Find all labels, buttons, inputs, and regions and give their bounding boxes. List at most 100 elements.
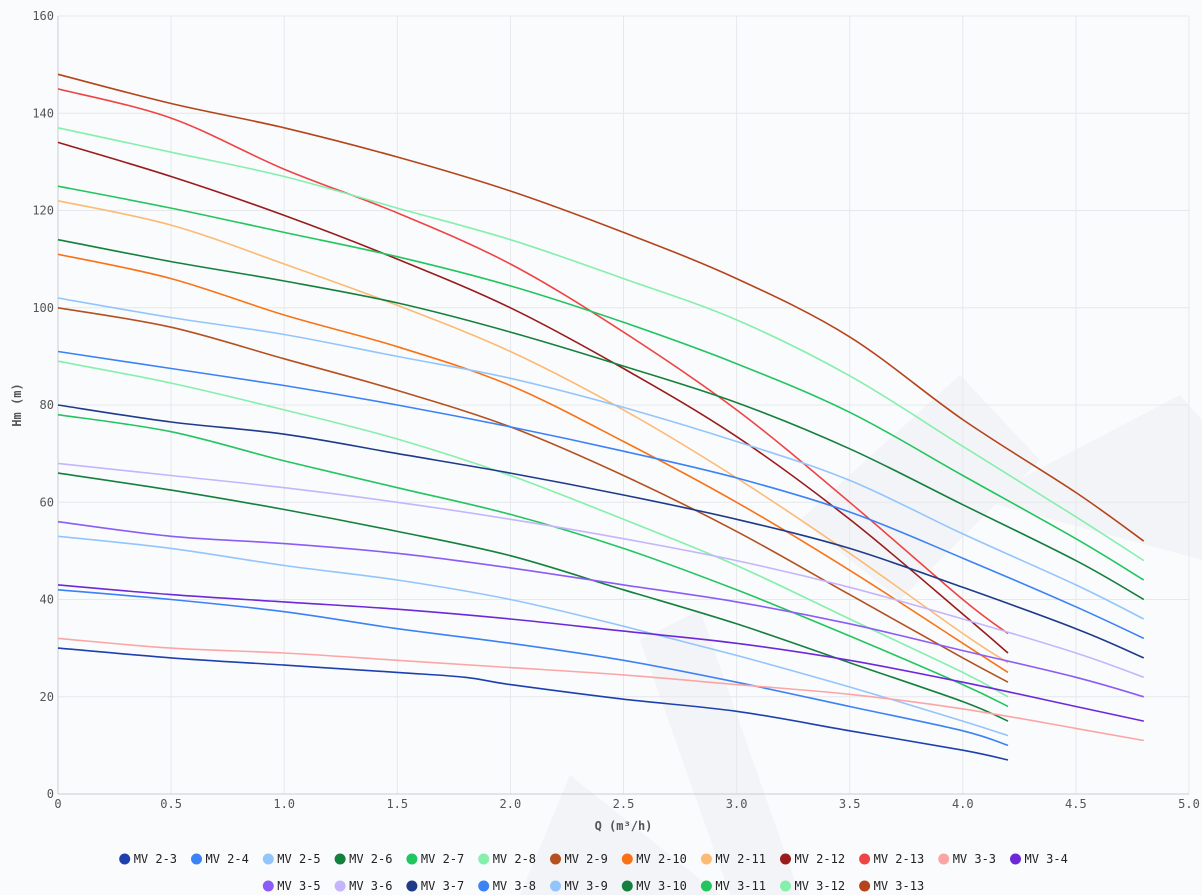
series-line-mv-2-10 bbox=[57, 253, 1009, 674]
y-tick-label: 160 bbox=[32, 9, 54, 23]
series-line-mv-3-9 bbox=[57, 297, 1145, 620]
x-axis-title: Q (m³/h) bbox=[595, 819, 653, 833]
legend-swatch bbox=[334, 880, 346, 892]
legend-label: MV 3-5 bbox=[277, 879, 320, 893]
legend-label: MV 2-6 bbox=[349, 852, 392, 866]
legend-item-mv-3-3[interactable]: MV 3-3 bbox=[938, 852, 996, 866]
legend-item-mv-2-12[interactable]: MV 2-12 bbox=[780, 852, 845, 866]
series-line-mv-3-5 bbox=[57, 520, 1145, 698]
chart-legend: MV 2-3 MV 2-4 MV 2-5 MV 2-6 MV 2-7 MV 2-8 MV 2… bbox=[119, 852, 1068, 893]
legend-item-mv-2-11[interactable]: MV 2-11 bbox=[700, 852, 766, 866]
legend-label: MV 3-10 bbox=[636, 879, 687, 893]
legend-swatch bbox=[262, 880, 274, 892]
series-line-mv-3-6 bbox=[57, 462, 1145, 679]
legend-label: MV 3-9 bbox=[565, 879, 608, 893]
legend-item-mv-3-6[interactable]: MV 3-6 bbox=[334, 879, 393, 893]
legend-swatch bbox=[938, 853, 950, 865]
y-tick-label: 140 bbox=[32, 106, 54, 120]
legend-swatch bbox=[780, 853, 791, 865]
legend-item-mv-2-8[interactable]: MV 2-8 bbox=[478, 852, 536, 866]
series-line-mv-3-8 bbox=[57, 350, 1145, 640]
x-tick-label: 3.5 bbox=[839, 797, 861, 811]
x-tick-label: 2.5 bbox=[613, 797, 635, 811]
legend-item-mv-3-12[interactable]: MV 3-12 bbox=[780, 879, 845, 893]
legend-swatch bbox=[478, 880, 490, 892]
series-line-mv-2-12 bbox=[57, 141, 1009, 654]
series-line-mv-2-8 bbox=[57, 360, 1009, 698]
legend-swatch bbox=[780, 880, 791, 892]
y-tick-label: 20 bbox=[40, 690, 54, 704]
legend-label: MV 2-8 bbox=[493, 852, 536, 866]
series-line-mv-3-13 bbox=[57, 73, 1145, 542]
legend-label: MV 3-3 bbox=[953, 852, 996, 866]
x-axis-ticks: 0 0.5 1.0 1.5 2.0 2.5 3.0 3.5 4.0 4.5 5.0 bbox=[54, 797, 1199, 811]
legend-swatch bbox=[621, 880, 633, 892]
legend-label: MV 3-13 bbox=[874, 879, 925, 893]
x-tick-label: 2.0 bbox=[500, 797, 522, 811]
series-line-mv-2-9 bbox=[57, 307, 1009, 683]
legend-item-mv-3-4[interactable]: MV 3-4 bbox=[1010, 852, 1068, 866]
legend-label: MV 3-11 bbox=[715, 879, 766, 893]
legend-swatch bbox=[550, 853, 561, 865]
legend-item-mv-3-5[interactable]: MV 3-5 bbox=[262, 879, 321, 893]
legend-item-mv-2-9[interactable]: MV 2-9 bbox=[550, 852, 608, 866]
series-line-mv-2-3 bbox=[57, 647, 1009, 761]
legend-label: MV 3-8 bbox=[493, 879, 536, 893]
x-tick-label: 0.5 bbox=[160, 797, 182, 811]
legend-swatch bbox=[621, 853, 633, 865]
x-tick-label: 3.0 bbox=[726, 797, 748, 811]
chart-grid bbox=[57, 15, 1190, 795]
legend-item-mv-2-10[interactable]: MV 2-10 bbox=[621, 852, 687, 866]
series-line-mv-3-12 bbox=[57, 127, 1145, 562]
watermark-logo bbox=[520, 375, 1202, 895]
series-line-mv-2-6 bbox=[57, 472, 1009, 722]
legend-swatch bbox=[1010, 853, 1021, 865]
legend-swatch bbox=[700, 880, 712, 892]
series-line-mv-3-10 bbox=[57, 238, 1145, 601]
legend-label: MV 2-10 bbox=[636, 852, 687, 866]
y-tick-label: 100 bbox=[32, 301, 54, 315]
legend-label: MV 2-9 bbox=[565, 852, 608, 866]
series-line-mv-3-11 bbox=[57, 185, 1145, 581]
x-tick-label: 4.0 bbox=[952, 797, 974, 811]
legend-item-mv-2-6[interactable]: MV 2-6 bbox=[334, 852, 393, 866]
x-tick-label: 4.5 bbox=[1065, 797, 1087, 811]
legend-swatch bbox=[406, 880, 418, 892]
series-line-mv-2-7 bbox=[57, 413, 1009, 708]
y-axis-ticks: 0 20 40 60 80 100 120 140 160 bbox=[32, 9, 54, 801]
legend-item-mv-2-5[interactable]: MV 2-5 bbox=[262, 852, 321, 866]
series-line-mv-2-11 bbox=[57, 200, 1009, 664]
legend-swatch bbox=[406, 853, 418, 865]
y-tick-label: 60 bbox=[40, 495, 54, 509]
series-line-mv-2-13 bbox=[57, 88, 1009, 635]
legend-item-mv-3-13[interactable]: MV 3-13 bbox=[859, 879, 924, 893]
legend-swatch bbox=[478, 853, 490, 865]
legend-swatch bbox=[859, 880, 871, 892]
series-line-mv-2-5 bbox=[57, 535, 1009, 737]
legend-label: MV 2-3 bbox=[134, 852, 177, 866]
legend-swatch bbox=[334, 853, 346, 865]
legend-item-mv-2-7[interactable]: MV 2-7 bbox=[406, 852, 464, 866]
legend-item-mv-2-13[interactable]: MV 2-13 bbox=[859, 852, 924, 866]
x-tick-label: 5.0 bbox=[1178, 797, 1200, 811]
y-tick-label: 0 bbox=[47, 787, 54, 801]
legend-item-mv-3-8[interactable]: MV 3-8 bbox=[478, 879, 536, 893]
legend-item-mv-3-10[interactable]: MV 3-10 bbox=[621, 879, 687, 893]
legend-swatch bbox=[262, 853, 274, 865]
legend-swatch bbox=[119, 853, 131, 865]
legend-swatch bbox=[700, 853, 712, 865]
legend-item-mv-3-9[interactable]: MV 3-9 bbox=[550, 879, 608, 893]
x-tick-label: 1.5 bbox=[386, 797, 408, 811]
legend-label: MV 3-7 bbox=[421, 879, 464, 893]
legend-item-mv-3-11[interactable]: MV 3-11 bbox=[700, 879, 766, 893]
legend-item-mv-2-3[interactable]: MV 2-3 bbox=[119, 852, 177, 866]
legend-item-mv-2-4[interactable]: MV 2-4 bbox=[191, 852, 249, 866]
legend-item-mv-3-7[interactable]: MV 3-7 bbox=[406, 879, 464, 893]
y-tick-label: 40 bbox=[40, 593, 54, 607]
x-tick-label: 0 bbox=[54, 797, 61, 811]
legend-swatch bbox=[550, 880, 561, 892]
series-line-mv-3-7 bbox=[57, 404, 1145, 659]
y-tick-label: 120 bbox=[32, 204, 54, 218]
legend-swatch bbox=[859, 853, 871, 865]
series-line-mv-3-4 bbox=[57, 584, 1144, 722]
